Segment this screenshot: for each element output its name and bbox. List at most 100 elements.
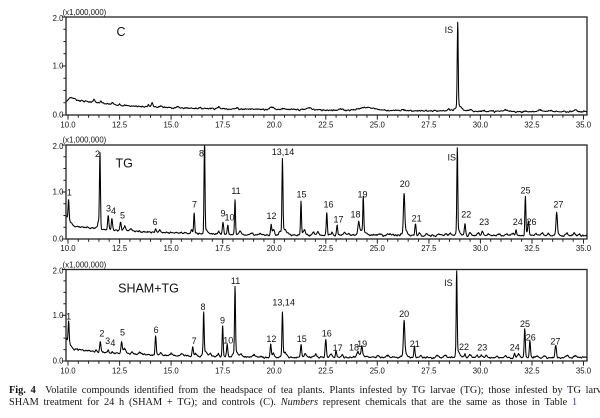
svg-text:11: 11 [231,186,240,196]
svg-text:13,14: 13,14 [272,147,295,157]
svg-text:21: 21 [410,339,420,349]
svg-text:27.5: 27.5 [421,366,437,375]
svg-text:30.0: 30.0 [473,244,489,253]
svg-text:3: 3 [105,336,110,346]
svg-text:27: 27 [553,200,563,210]
svg-text:TG: TG [116,156,133,170]
svg-text:22.5: 22.5 [318,244,334,253]
svg-text:19: 19 [357,190,367,200]
svg-text:6: 6 [152,217,157,227]
svg-text:(x1,000,000): (x1,000,000) [63,260,107,269]
svg-text:20.0: 20.0 [267,366,283,375]
svg-text:24: 24 [510,343,520,353]
svg-text:16: 16 [323,200,333,210]
svg-text:1: 1 [67,188,72,198]
svg-text:16: 16 [322,329,332,339]
svg-text:SHAM+TG: SHAM+TG [118,281,179,295]
svg-text:12.5: 12.5 [112,120,128,129]
svg-text:23: 23 [479,217,489,227]
svg-text:25: 25 [520,319,530,329]
svg-text:20.0: 20.0 [267,244,283,253]
svg-text:23: 23 [477,343,487,353]
svg-text:1.0: 1.0 [53,62,65,71]
svg-text:26: 26 [526,333,536,343]
svg-text:8: 8 [199,149,204,159]
svg-text:2.0: 2.0 [53,266,65,275]
svg-text:0.0: 0.0 [53,357,65,366]
svg-text:2: 2 [99,329,104,339]
svg-text:15.0: 15.0 [164,366,180,375]
svg-text:12: 12 [266,211,276,221]
svg-text:4: 4 [111,206,116,216]
svg-text:10: 10 [224,213,234,223]
svg-text:35.0: 35.0 [576,244,592,253]
svg-text:IS: IS [444,278,453,288]
svg-text:19: 19 [357,339,367,349]
svg-text:27: 27 [550,337,560,347]
svg-text:22: 22 [459,342,469,352]
svg-text:10.0: 10.0 [60,120,76,129]
svg-text:(x1,000,000): (x1,000,000) [63,136,107,145]
svg-text:25.0: 25.0 [370,366,386,375]
svg-text:32.5: 32.5 [524,366,540,375]
svg-text:35.0: 35.0 [576,120,592,129]
svg-text:26: 26 [526,217,536,227]
svg-text:IS: IS [448,153,457,163]
svg-text:20.0: 20.0 [267,120,283,129]
svg-text:11: 11 [231,276,240,286]
svg-text:C: C [116,25,125,39]
svg-text:5: 5 [120,328,125,338]
svg-text:4: 4 [110,338,115,348]
svg-text:17: 17 [333,215,343,225]
svg-text:21: 21 [412,214,422,224]
svg-text:12: 12 [266,334,276,344]
svg-text:25.0: 25.0 [370,120,386,129]
svg-text:9: 9 [220,209,225,219]
svg-text:5: 5 [120,211,125,221]
svg-text:20: 20 [399,309,409,319]
svg-text:22.5: 22.5 [318,120,334,129]
svg-text:17.5: 17.5 [215,366,231,375]
svg-text:32.5: 32.5 [524,244,540,253]
svg-text:1.0: 1.0 [53,311,65,320]
svg-text:3: 3 [106,204,111,214]
svg-text:8: 8 [200,302,205,312]
svg-text:2: 2 [95,149,100,159]
svg-text:15: 15 [297,334,307,344]
svg-text:30.0: 30.0 [473,366,489,375]
svg-text:7: 7 [192,336,197,346]
svg-text:10.0: 10.0 [60,244,76,253]
svg-text:2.0: 2.0 [53,14,65,23]
svg-text:18: 18 [349,343,359,353]
svg-text:7: 7 [192,200,197,210]
svg-text:0.0: 0.0 [53,235,65,244]
svg-text:18: 18 [350,210,360,220]
svg-text:17.5: 17.5 [215,244,231,253]
svg-text:6: 6 [154,325,159,335]
svg-text:12.5: 12.5 [112,366,128,375]
svg-text:27.5: 27.5 [421,244,437,253]
svg-text:10.0: 10.0 [60,366,76,375]
svg-text:1: 1 [66,312,71,322]
svg-text:30.0: 30.0 [473,120,489,129]
svg-text:27.5: 27.5 [421,120,437,129]
svg-text:0.0: 0.0 [53,111,65,120]
svg-text:15.0: 15.0 [164,244,180,253]
svg-text:24: 24 [513,217,523,227]
svg-text:35.0: 35.0 [576,366,592,375]
svg-text:25: 25 [520,186,530,196]
svg-text:10: 10 [223,336,233,346]
svg-text:22.5: 22.5 [318,366,334,375]
svg-text:32.5: 32.5 [524,120,540,129]
svg-text:12.5: 12.5 [112,244,128,253]
svg-text:17.5: 17.5 [215,120,231,129]
svg-text:(x1,000,000): (x1,000,000) [63,8,107,17]
svg-text:13,14: 13,14 [272,298,295,308]
svg-text:20: 20 [400,179,410,189]
svg-text:22: 22 [461,210,471,220]
svg-text:9: 9 [220,316,225,326]
svg-text:25.0: 25.0 [370,244,386,253]
svg-text:1.0: 1.0 [53,188,65,197]
svg-text:15.0: 15.0 [164,120,180,129]
svg-text:17: 17 [333,343,343,353]
